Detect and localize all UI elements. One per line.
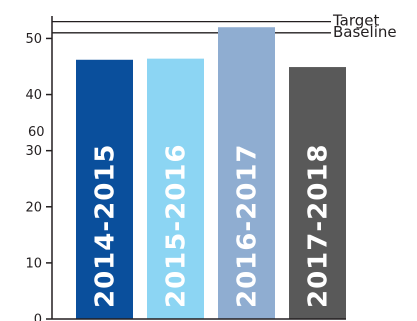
reference-label-baseline: Baseline (333, 23, 397, 41)
y-tick-label: 0 (34, 313, 42, 321)
bar-2015-2016 (147, 58, 204, 320)
y-tick-label: 50 (25, 32, 42, 47)
bar-2014-2015 (76, 59, 133, 320)
bars: 2014-2015 2015-2016 2016-2017 2017-2018 (76, 27, 346, 320)
bar-2017-2018 (289, 67, 346, 319)
axes (51, 16, 346, 320)
extra-tick-label: 60 (28, 125, 45, 140)
bar-2016-2017 (218, 27, 275, 319)
y-tick-label: 30 (25, 144, 42, 159)
y-tick-label: 40 (25, 88, 42, 103)
bar-label: 2015-2016 (162, 143, 192, 308)
bar-label: 2017-2018 (304, 143, 334, 308)
y-ticks: 0 10 20 30 40 50 (25, 32, 52, 321)
bar-label: 2014-2015 (91, 143, 121, 308)
y-tick-label: 10 (25, 256, 42, 271)
bar-label: 2016-2017 (233, 143, 263, 308)
y-tick-label: 20 (25, 200, 42, 215)
reference-label-target: Target (332, 12, 380, 30)
